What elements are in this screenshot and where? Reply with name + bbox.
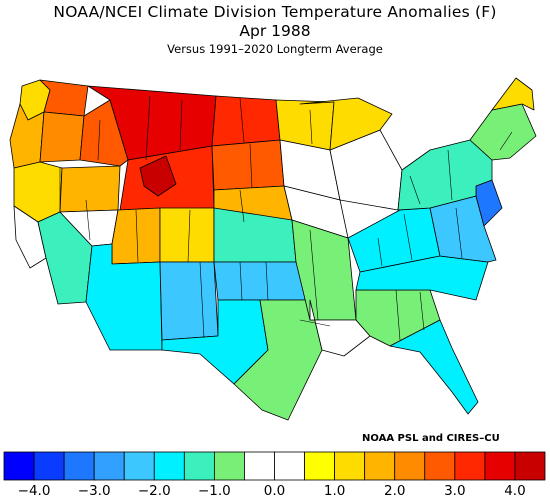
division-boundary — [145, 95, 151, 161]
region-florida — [389, 319, 479, 415]
colorbar-swatch — [123, 451, 155, 481]
map-period: Apr 1988 — [239, 22, 311, 40]
colorbar-tick-label: 0.0 — [263, 483, 286, 499]
division-boundary — [135, 209, 139, 263]
colorbar-swatch — [244, 451, 275, 481]
colorbar-swatch — [153, 451, 185, 481]
colorbar-tick-label: −2.0 — [137, 483, 171, 499]
colorbar — [3, 451, 546, 481]
credit-label: NOAA PSL and CIRES–CU — [362, 433, 500, 444]
colorbar-swatch — [454, 451, 486, 481]
division-boundary — [199, 261, 205, 339]
region-yellowstone — [139, 155, 177, 197]
colorbar-tick-label: −4.0 — [17, 483, 51, 499]
division-boundary — [447, 149, 453, 201]
colorbar-swatch — [364, 451, 396, 481]
division-boundary — [239, 189, 245, 223]
division-boundary — [85, 199, 91, 241]
division-boundary — [187, 209, 191, 263]
map-title: NOAA/NCEI Climate Division Temperature A… — [53, 3, 497, 21]
region-idaho — [79, 99, 129, 167]
colorbar-swatch — [394, 451, 426, 481]
division-boundary — [179, 99, 183, 151]
colorbar-swatch — [33, 451, 65, 481]
colorbar-swatch — [274, 451, 305, 481]
division-boundary — [309, 229, 319, 321]
region-oregon-east — [39, 111, 85, 163]
region-new-york — [397, 139, 493, 211]
colorbar-tick-label: −3.0 — [77, 483, 111, 499]
map-subtitle: Versus 1991–2020 Longterm Average — [167, 42, 383, 56]
division-boundary — [239, 97, 245, 143]
region-south-dakota — [211, 139, 285, 191]
region-oklahoma — [213, 261, 311, 301]
division-boundary — [97, 119, 101, 161]
colorbar-tick-label: 2.0 — [383, 483, 406, 499]
colorbar-tick-label: 3.0 — [444, 483, 466, 499]
division-boundary — [409, 175, 421, 205]
us-climate-division-map — [9, 77, 537, 421]
division-boundary — [309, 109, 313, 145]
colorbar-swatch — [514, 451, 546, 481]
colorbar-swatch — [183, 451, 215, 481]
region-new-mexico — [159, 261, 219, 341]
division-boundary — [455, 207, 463, 259]
region-north-dakota — [211, 95, 281, 147]
region-nevada-north — [59, 165, 121, 213]
colorbar-swatch — [213, 451, 245, 481]
colorbar-swatch — [424, 451, 456, 481]
colorbar-swatch — [484, 451, 516, 481]
division-boundary — [265, 261, 269, 301]
division-boundary — [239, 261, 243, 301]
division-boundary — [403, 213, 413, 261]
colorbar-tick-label: 1.0 — [323, 483, 346, 499]
region-california-coast — [13, 205, 47, 269]
region-maine-north — [491, 77, 535, 111]
region-arizona — [85, 243, 163, 351]
colorbar-swatch — [63, 451, 95, 481]
division-boundary — [419, 291, 425, 331]
colorbar-swatch — [3, 451, 35, 481]
region-michigan-upper — [299, 97, 393, 151]
division-boundary — [249, 143, 253, 189]
colorbar-tick-label: 4.0 — [504, 483, 526, 499]
colorbar-swatch — [334, 451, 366, 481]
colorbar-swatch — [304, 451, 336, 481]
colorbar-tick-label: −1.0 — [197, 483, 231, 499]
colorbar-swatch — [93, 451, 125, 481]
division-boundary — [499, 131, 513, 151]
division-boundary — [377, 237, 383, 267]
region-colorado-west — [159, 207, 215, 263]
division-boundary — [395, 289, 401, 341]
division-boundary — [299, 319, 331, 327]
